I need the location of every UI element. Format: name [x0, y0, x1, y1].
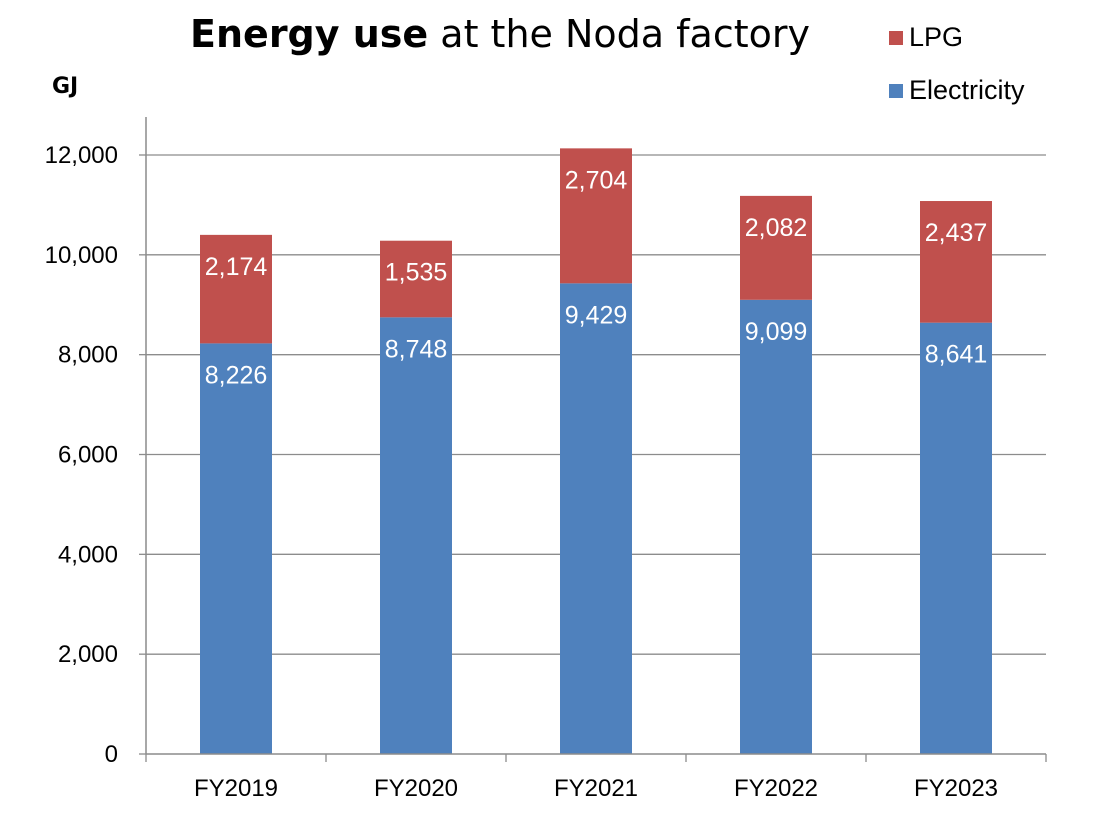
- bar-lpg: [200, 234, 272, 344]
- y-tick-label: 2,000: [58, 641, 118, 668]
- x-tick-label: FY2020: [374, 775, 458, 802]
- bar-lpg: [560, 148, 632, 284]
- bar-electricity: [380, 317, 452, 754]
- y-tick-label: 4,000: [58, 541, 118, 568]
- legend-swatch-electricity: [889, 83, 903, 98]
- data-label-electricity: 8,641: [925, 341, 988, 369]
- y-axis-unit-label: GJ: [52, 74, 79, 99]
- legend-item-electricity: Electricity: [889, 75, 1025, 106]
- bar-electricity: [200, 343, 272, 754]
- data-label-lpg: 2,704: [565, 166, 628, 194]
- x-tick-label: FY2022: [734, 775, 818, 802]
- data-label-electricity: 8,748: [385, 335, 448, 363]
- y-tick-label: 6,000: [58, 442, 118, 469]
- legend-swatch-lpg: [889, 30, 903, 45]
- data-label-lpg: 1,535: [385, 259, 448, 287]
- y-tick-label: 12,000: [45, 142, 118, 169]
- legend-label-electricity: Electricity: [909, 75, 1025, 105]
- data-label-lpg: 2,437: [925, 219, 988, 247]
- x-tick-label: FY2021: [554, 775, 638, 802]
- chart-title-rest: at the Noda factory: [428, 12, 810, 56]
- data-label-electricity: 9,429: [565, 301, 628, 329]
- x-tick-label: FY2023: [914, 775, 998, 802]
- y-tick-label: 0: [105, 741, 118, 768]
- data-label-lpg: 2,174: [205, 253, 268, 281]
- x-tick-label: FY2019: [194, 775, 278, 802]
- chart-title: Energy use at the Noda factory: [0, 12, 1000, 56]
- data-label-lpg: 2,082: [745, 214, 808, 242]
- y-tick-label: 8,000: [58, 342, 118, 369]
- data-label-electricity: 9,099: [745, 318, 808, 346]
- bar-lpg: [380, 240, 452, 318]
- bar-electricity: [740, 299, 812, 754]
- data-label-electricity: 8,226: [205, 361, 268, 389]
- bar-lpg: [920, 201, 992, 323]
- bar-electricity: [560, 283, 632, 754]
- bar-electricity: [920, 322, 992, 754]
- bar-lpg: [740, 195, 812, 300]
- legend-item-lpg: LPG: [889, 22, 963, 53]
- chart-title-bold: Energy use: [190, 12, 429, 56]
- legend-label-lpg: LPG: [909, 22, 964, 52]
- y-tick-label: 10,000: [45, 242, 118, 269]
